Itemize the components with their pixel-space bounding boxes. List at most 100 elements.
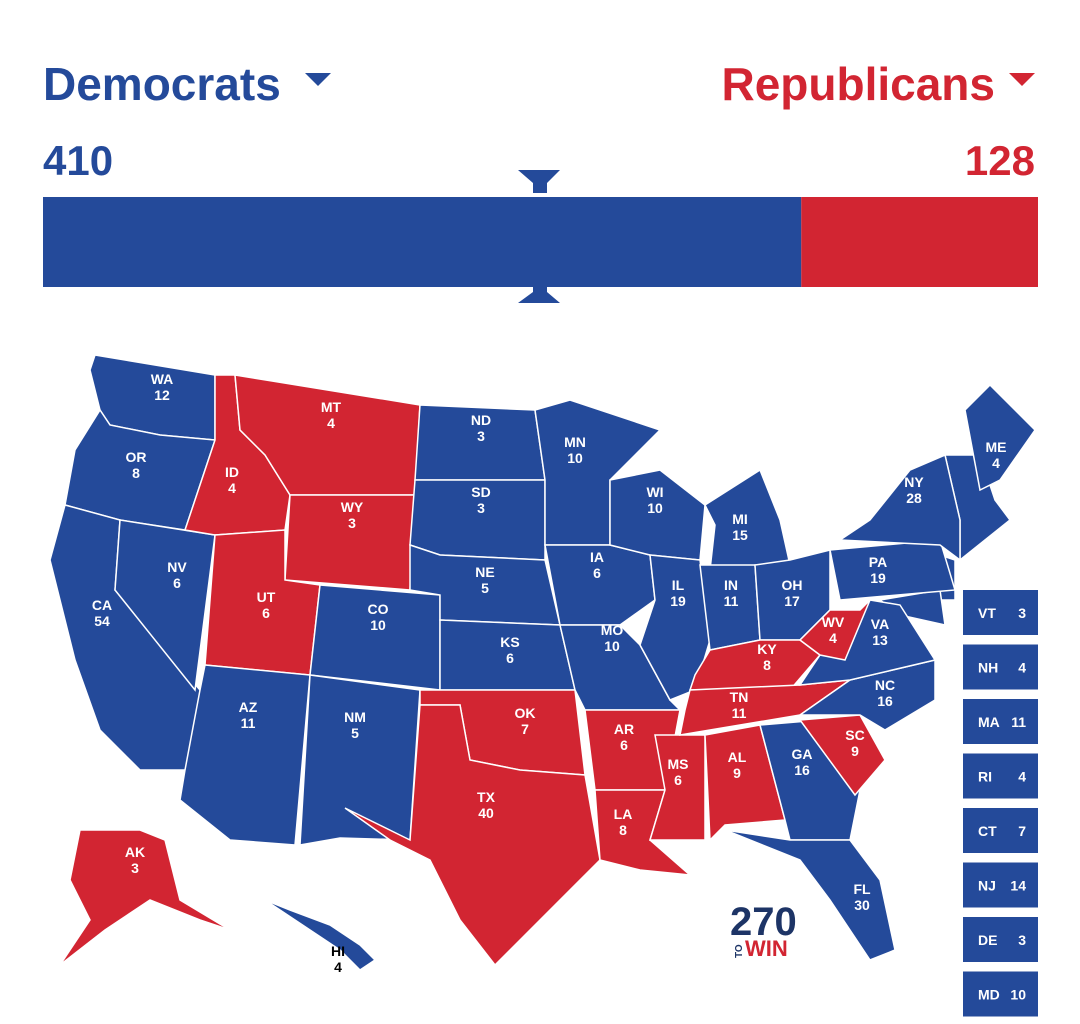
- state: [829, 539, 956, 601]
- small-state-abbr: VT: [978, 605, 996, 621]
- right-total: 128: [965, 137, 1035, 184]
- state-votes: 4: [829, 630, 837, 646]
- state-votes: 10: [604, 638, 620, 654]
- state-votes: 8: [619, 822, 627, 838]
- midpoint-marker-bottom: [518, 287, 560, 303]
- state-votes: 19: [670, 593, 686, 609]
- left-party-name[interactable]: Democrats: [43, 58, 281, 110]
- state-abbr: TN: [730, 689, 749, 705]
- small-state-abbr: DE: [978, 932, 997, 948]
- state-abbr: AZ: [239, 699, 258, 715]
- state-abbr: TX: [477, 789, 496, 805]
- state-votes: 12: [154, 387, 170, 403]
- state-votes: 11: [732, 705, 747, 721]
- state-votes: 13: [872, 632, 888, 648]
- state: [264, 899, 377, 971]
- state-votes: 9: [733, 765, 741, 781]
- logo-word: WIN: [745, 936, 788, 961]
- state-abbr: OH: [782, 577, 803, 593]
- state: [688, 639, 822, 691]
- state-votes: 54: [94, 613, 110, 629]
- small-state-votes: 3: [1018, 605, 1026, 621]
- state-abbr: ID: [225, 464, 239, 480]
- state-abbr: KY: [757, 641, 777, 657]
- state-votes: 11: [724, 593, 739, 609]
- state-abbr: NY: [904, 474, 924, 490]
- state: [704, 724, 786, 842]
- state-votes: 6: [173, 575, 181, 591]
- state-votes: 7: [521, 721, 529, 737]
- small-state-abbr: MD: [978, 987, 1000, 1003]
- state-abbr: KS: [500, 634, 519, 650]
- state-abbr: OK: [515, 705, 536, 721]
- state-votes: 10: [567, 450, 583, 466]
- small-state-box: [963, 917, 1038, 962]
- state-votes: 4: [992, 455, 1000, 471]
- state: [59, 829, 231, 966]
- state-votes: 8: [763, 657, 771, 673]
- state-votes: 10: [647, 500, 663, 516]
- state-abbr: CA: [92, 597, 112, 613]
- state-votes: 11: [241, 715, 256, 731]
- small-state-box: [963, 862, 1038, 908]
- logo-number: 270: [730, 900, 797, 944]
- state-abbr: IA: [590, 549, 604, 565]
- state-abbr: FL: [853, 881, 871, 897]
- state-votes: 6: [620, 737, 628, 753]
- state-votes: 40: [478, 805, 494, 821]
- state-abbr: IN: [724, 577, 738, 593]
- small-state-abbr: RI: [978, 769, 992, 785]
- state-abbr: CO: [368, 601, 389, 617]
- vote-bar: [43, 197, 1038, 287]
- state: [724, 829, 896, 961]
- small-state-votes: 10: [1010, 987, 1026, 1003]
- small-state-abbr: NJ: [978, 878, 996, 894]
- state-abbr: HI: [331, 943, 345, 959]
- state-votes: 3: [348, 515, 356, 531]
- state-abbr: MO: [601, 622, 624, 638]
- small-state-votes: 11: [1011, 714, 1026, 730]
- state-votes: 15: [732, 527, 748, 543]
- state: [114, 519, 216, 692]
- small-state-box: [963, 644, 1038, 690]
- small-state-box: [963, 971, 1038, 1017]
- state-votes: 9: [851, 743, 859, 759]
- state-abbr: SD: [471, 484, 490, 500]
- state-abbr: LA: [614, 806, 633, 822]
- state-votes: 5: [351, 725, 359, 741]
- right-party-name[interactable]: Republicans: [721, 58, 995, 110]
- state-abbr: MT: [321, 399, 342, 415]
- small-state-abbr: CT: [978, 823, 997, 839]
- midpoint-marker-top: [518, 170, 560, 193]
- state: [798, 599, 871, 661]
- logo-small: TO: [734, 944, 745, 958]
- state: [559, 624, 682, 711]
- small-state-box: [963, 808, 1038, 853]
- state: [179, 664, 311, 846]
- state: [798, 714, 886, 797]
- state-votes: 16: [877, 693, 893, 709]
- state-votes: 6: [674, 772, 682, 788]
- state-abbr: WY: [341, 499, 364, 515]
- state-votes: 3: [131, 860, 139, 876]
- state-abbr: WA: [151, 371, 174, 387]
- state: [837, 453, 961, 562]
- state-votes: 17: [784, 593, 800, 609]
- state-abbr: SC: [845, 727, 864, 743]
- state-abbr: GA: [792, 746, 813, 762]
- state-votes: 28: [906, 490, 922, 506]
- small-state-abbr: NH: [978, 660, 998, 676]
- right-dropdown-arrow[interactable]: [1009, 73, 1035, 86]
- state-abbr: IL: [672, 577, 685, 593]
- state-abbr: WV: [822, 614, 845, 630]
- logo: 270 TO WIN: [730, 900, 797, 961]
- state-votes: 5: [481, 580, 489, 596]
- state-votes: 19: [870, 570, 886, 586]
- small-state-boxes: VT 3 NH 4 MA 11 RI 4 CT 7 NJ 14 DE 3 MD 10: [963, 590, 1038, 1017]
- left-dropdown-arrow[interactable]: [305, 73, 331, 86]
- state-votes: 4: [228, 480, 236, 496]
- state: [648, 734, 706, 841]
- small-state-votes: 3: [1018, 932, 1026, 948]
